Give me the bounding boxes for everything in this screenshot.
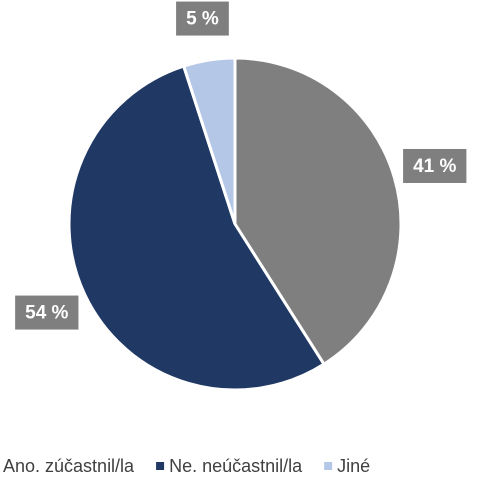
data-label-box: [15, 295, 79, 330]
legend-label: Ano. zúčastnil/la: [3, 456, 135, 476]
legend-label: Ne. neúčastnil/la: [169, 456, 303, 476]
data-label-box: [176, 1, 229, 36]
legend-label: Jiné: [337, 456, 370, 476]
pie-slice: [67, 64, 327, 392]
data-label: 41 %: [413, 156, 456, 177]
legend-marker: [324, 462, 333, 470]
data-label: 54 %: [25, 303, 68, 324]
data-label: 5 %: [186, 9, 219, 30]
data-label-box: [403, 148, 467, 183]
pie-slice: [181, 56, 237, 225]
legend-marker: [156, 462, 165, 470]
